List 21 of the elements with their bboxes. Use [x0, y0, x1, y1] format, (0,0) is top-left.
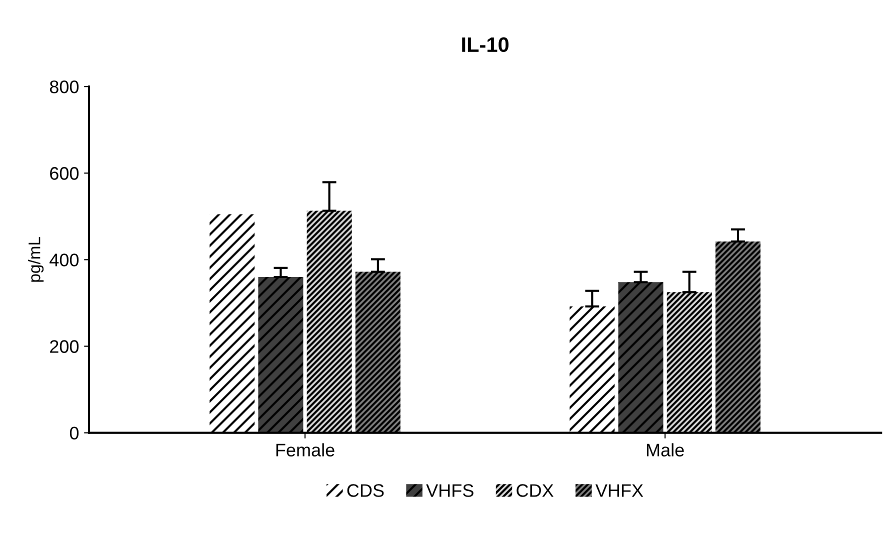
bar: [618, 282, 664, 433]
bar: [306, 210, 352, 433]
y-axis-title: pg/mL: [28, 237, 44, 282]
y-tick-label: 600: [50, 167, 79, 180]
bar: [355, 272, 400, 433]
legend-label: VHFX: [595, 484, 644, 497]
bar: [715, 242, 760, 433]
x-tick-label: Male: [646, 443, 684, 456]
y-tick-label: 200: [50, 340, 79, 353]
x-tick-label: Female: [276, 443, 334, 456]
bar: [666, 292, 712, 433]
chart-title: IL-10: [462, 37, 509, 52]
bar: [258, 276, 304, 433]
y-tick-label: 800: [50, 80, 79, 94]
legend-label: VHFS: [426, 484, 474, 497]
legend-label: CDX: [516, 484, 554, 497]
y-tick-label: 0: [70, 426, 79, 440]
legend-label: CDS: [347, 484, 384, 497]
bar: [570, 306, 615, 433]
y-tick-label: 400: [50, 254, 79, 266]
bar: [210, 214, 255, 433]
